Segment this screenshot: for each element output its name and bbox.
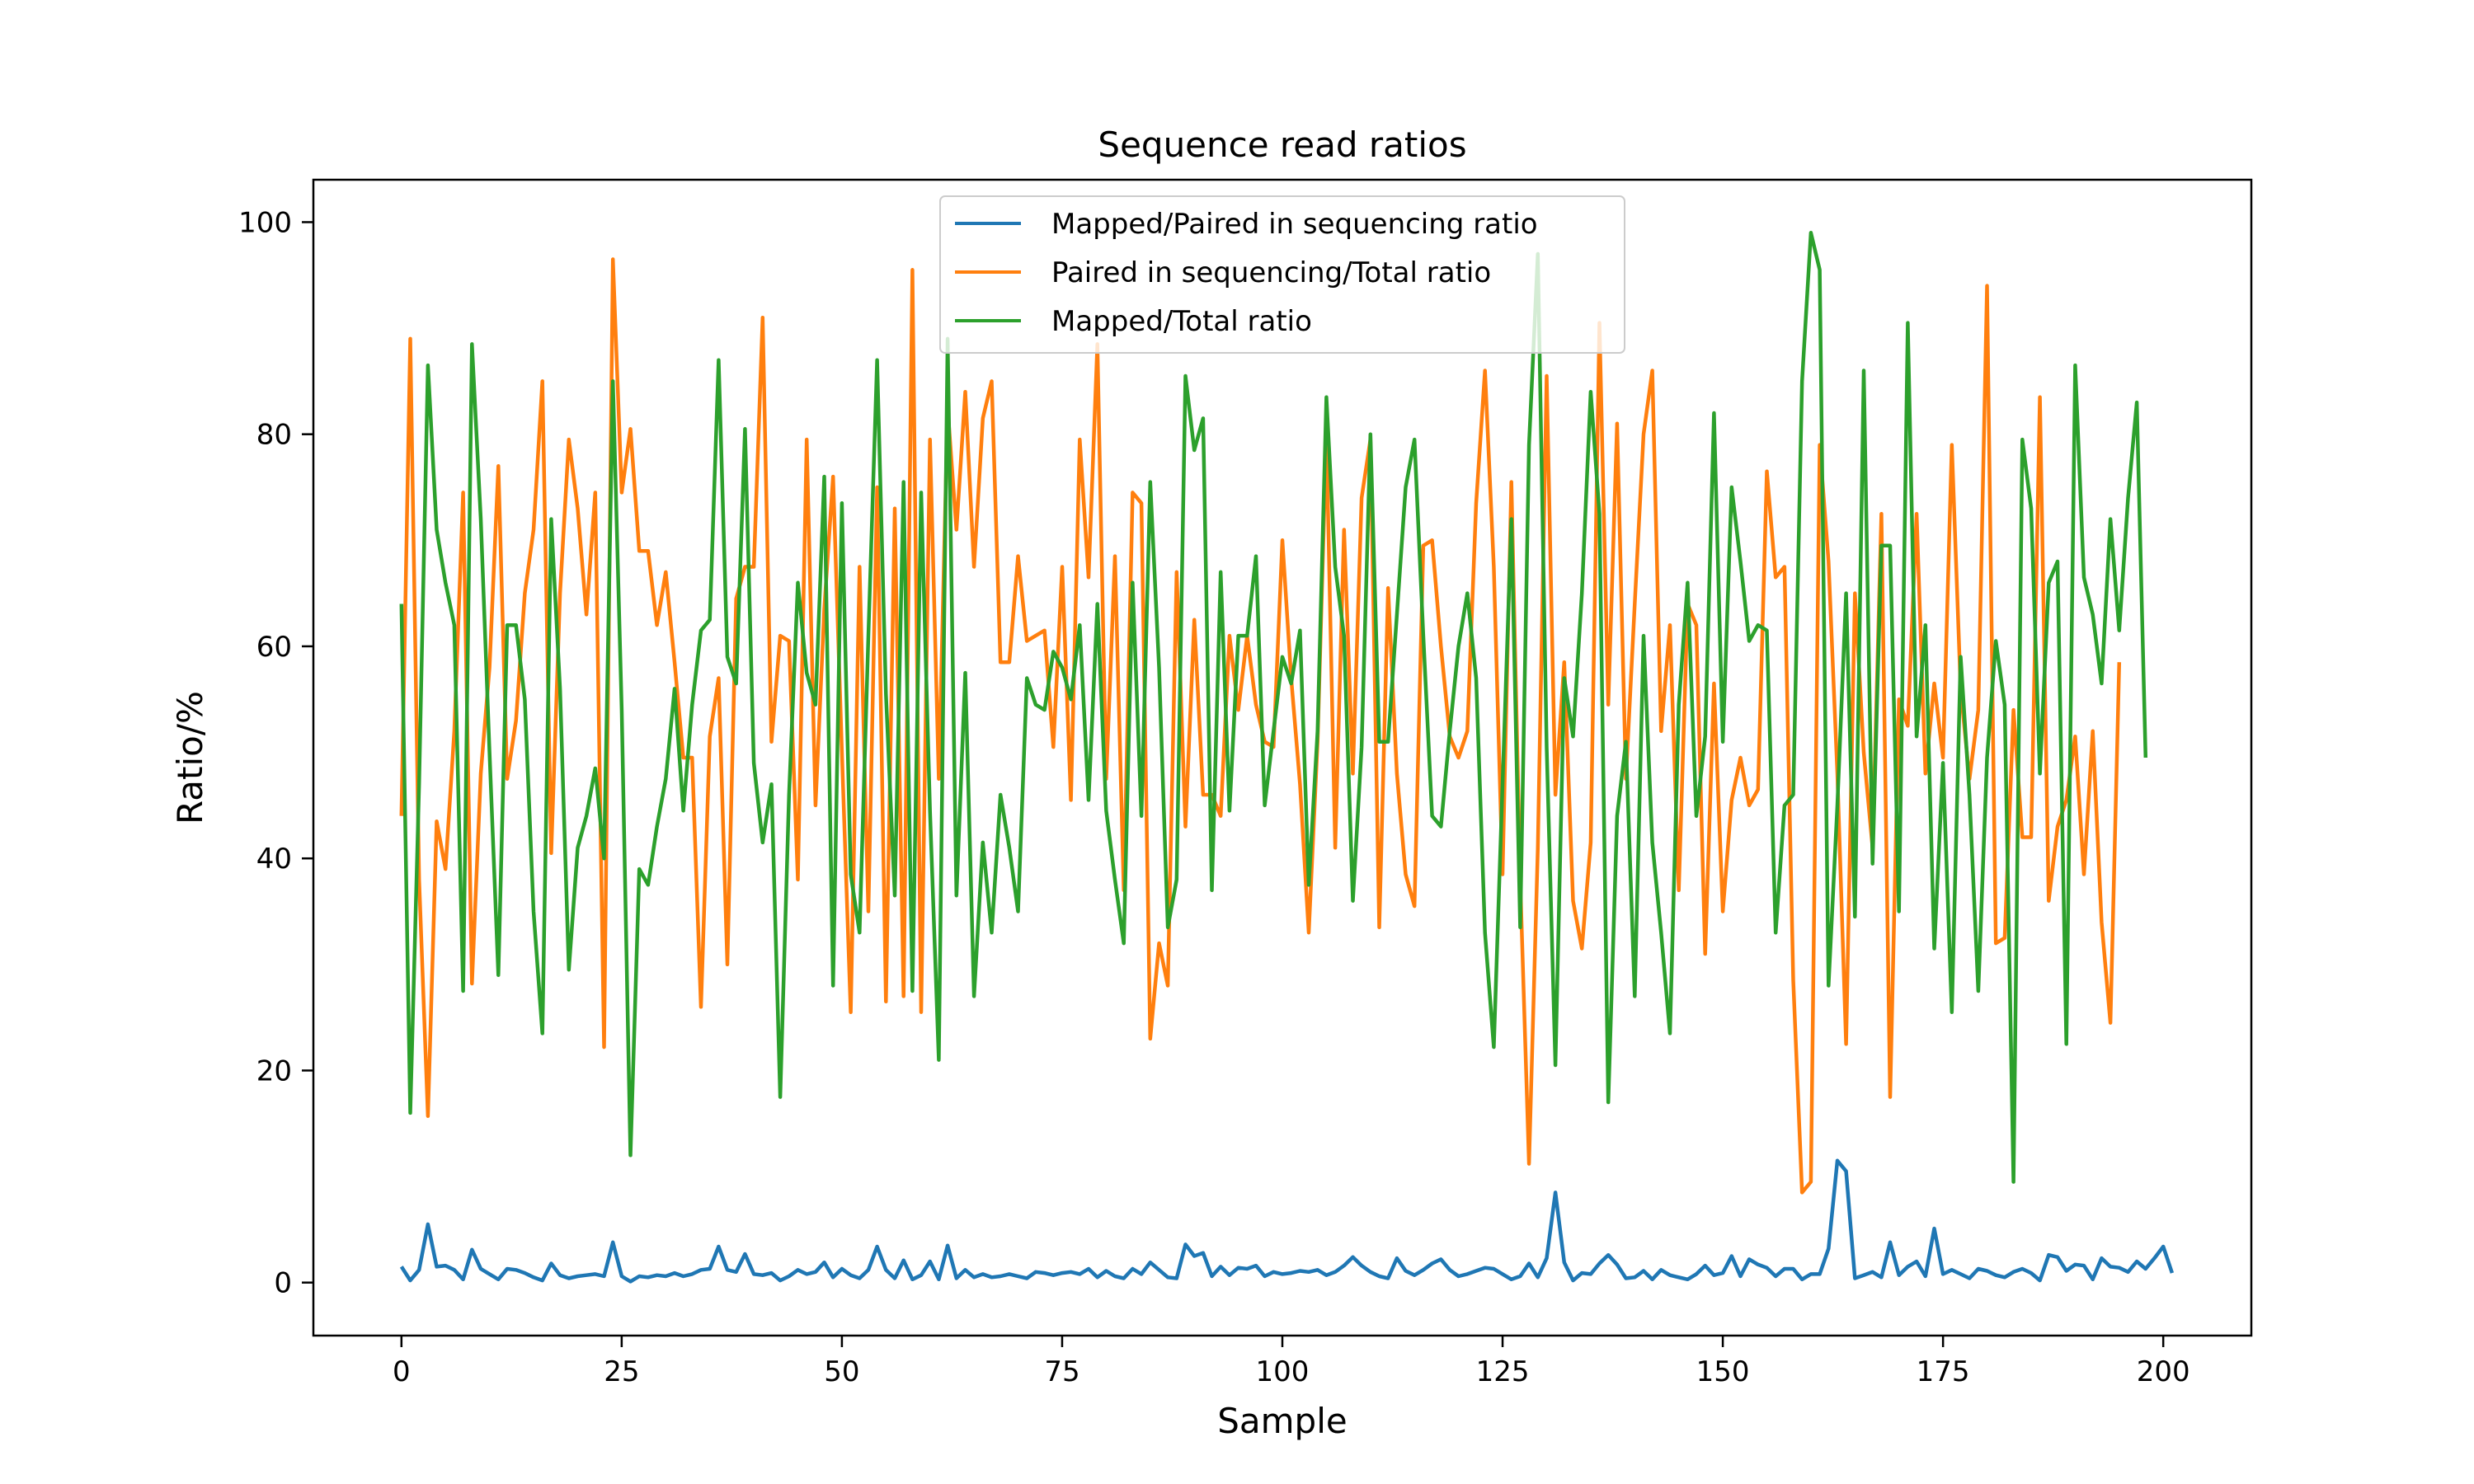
- y-tick-label: 40: [256, 843, 292, 876]
- legend-label-2: Mapped/Total ratio: [1051, 305, 1312, 338]
- x-tick-label: 200: [2137, 1355, 2190, 1388]
- x-axis: 0 25 50 75 100 125 150 175 200: [393, 1336, 2190, 1388]
- x-tick-label: 100: [1256, 1355, 1310, 1388]
- x-tick-label: 150: [1696, 1355, 1750, 1388]
- y-axis-label: Ratio/%: [170, 691, 210, 824]
- legend-label-0: Mapped/Paired in sequencing ratio: [1051, 208, 1538, 241]
- x-axis-label: Sample: [1217, 1401, 1347, 1441]
- y-tick-label: 0: [274, 1267, 292, 1300]
- x-tick-label: 50: [824, 1355, 859, 1388]
- chart-title: Sequence read ratios: [1098, 124, 1466, 165]
- x-tick-label: 25: [604, 1355, 639, 1388]
- legend: Mapped/Paired in sequencing ratio Paired…: [939, 195, 1625, 354]
- x-tick-label: 75: [1044, 1355, 1079, 1388]
- y-axis: 0 20 40 60 80 100: [238, 206, 313, 1300]
- x-tick-label: 0: [393, 1355, 411, 1388]
- y-tick-label: 20: [256, 1054, 292, 1087]
- legend-label-1: Paired in sequencing/Total ratio: [1051, 256, 1491, 289]
- y-tick-label: 100: [238, 206, 292, 239]
- series-line-0: [399, 1158, 2175, 1284]
- legend-box: [939, 195, 1625, 354]
- y-tick-label: 80: [256, 419, 292, 452]
- x-tick-label: 125: [1476, 1355, 1530, 1388]
- series-line-2: [399, 231, 2148, 1184]
- x-tick-label: 175: [1917, 1355, 1970, 1388]
- series-layer: [399, 231, 2175, 1284]
- y-tick-label: 60: [256, 631, 292, 664]
